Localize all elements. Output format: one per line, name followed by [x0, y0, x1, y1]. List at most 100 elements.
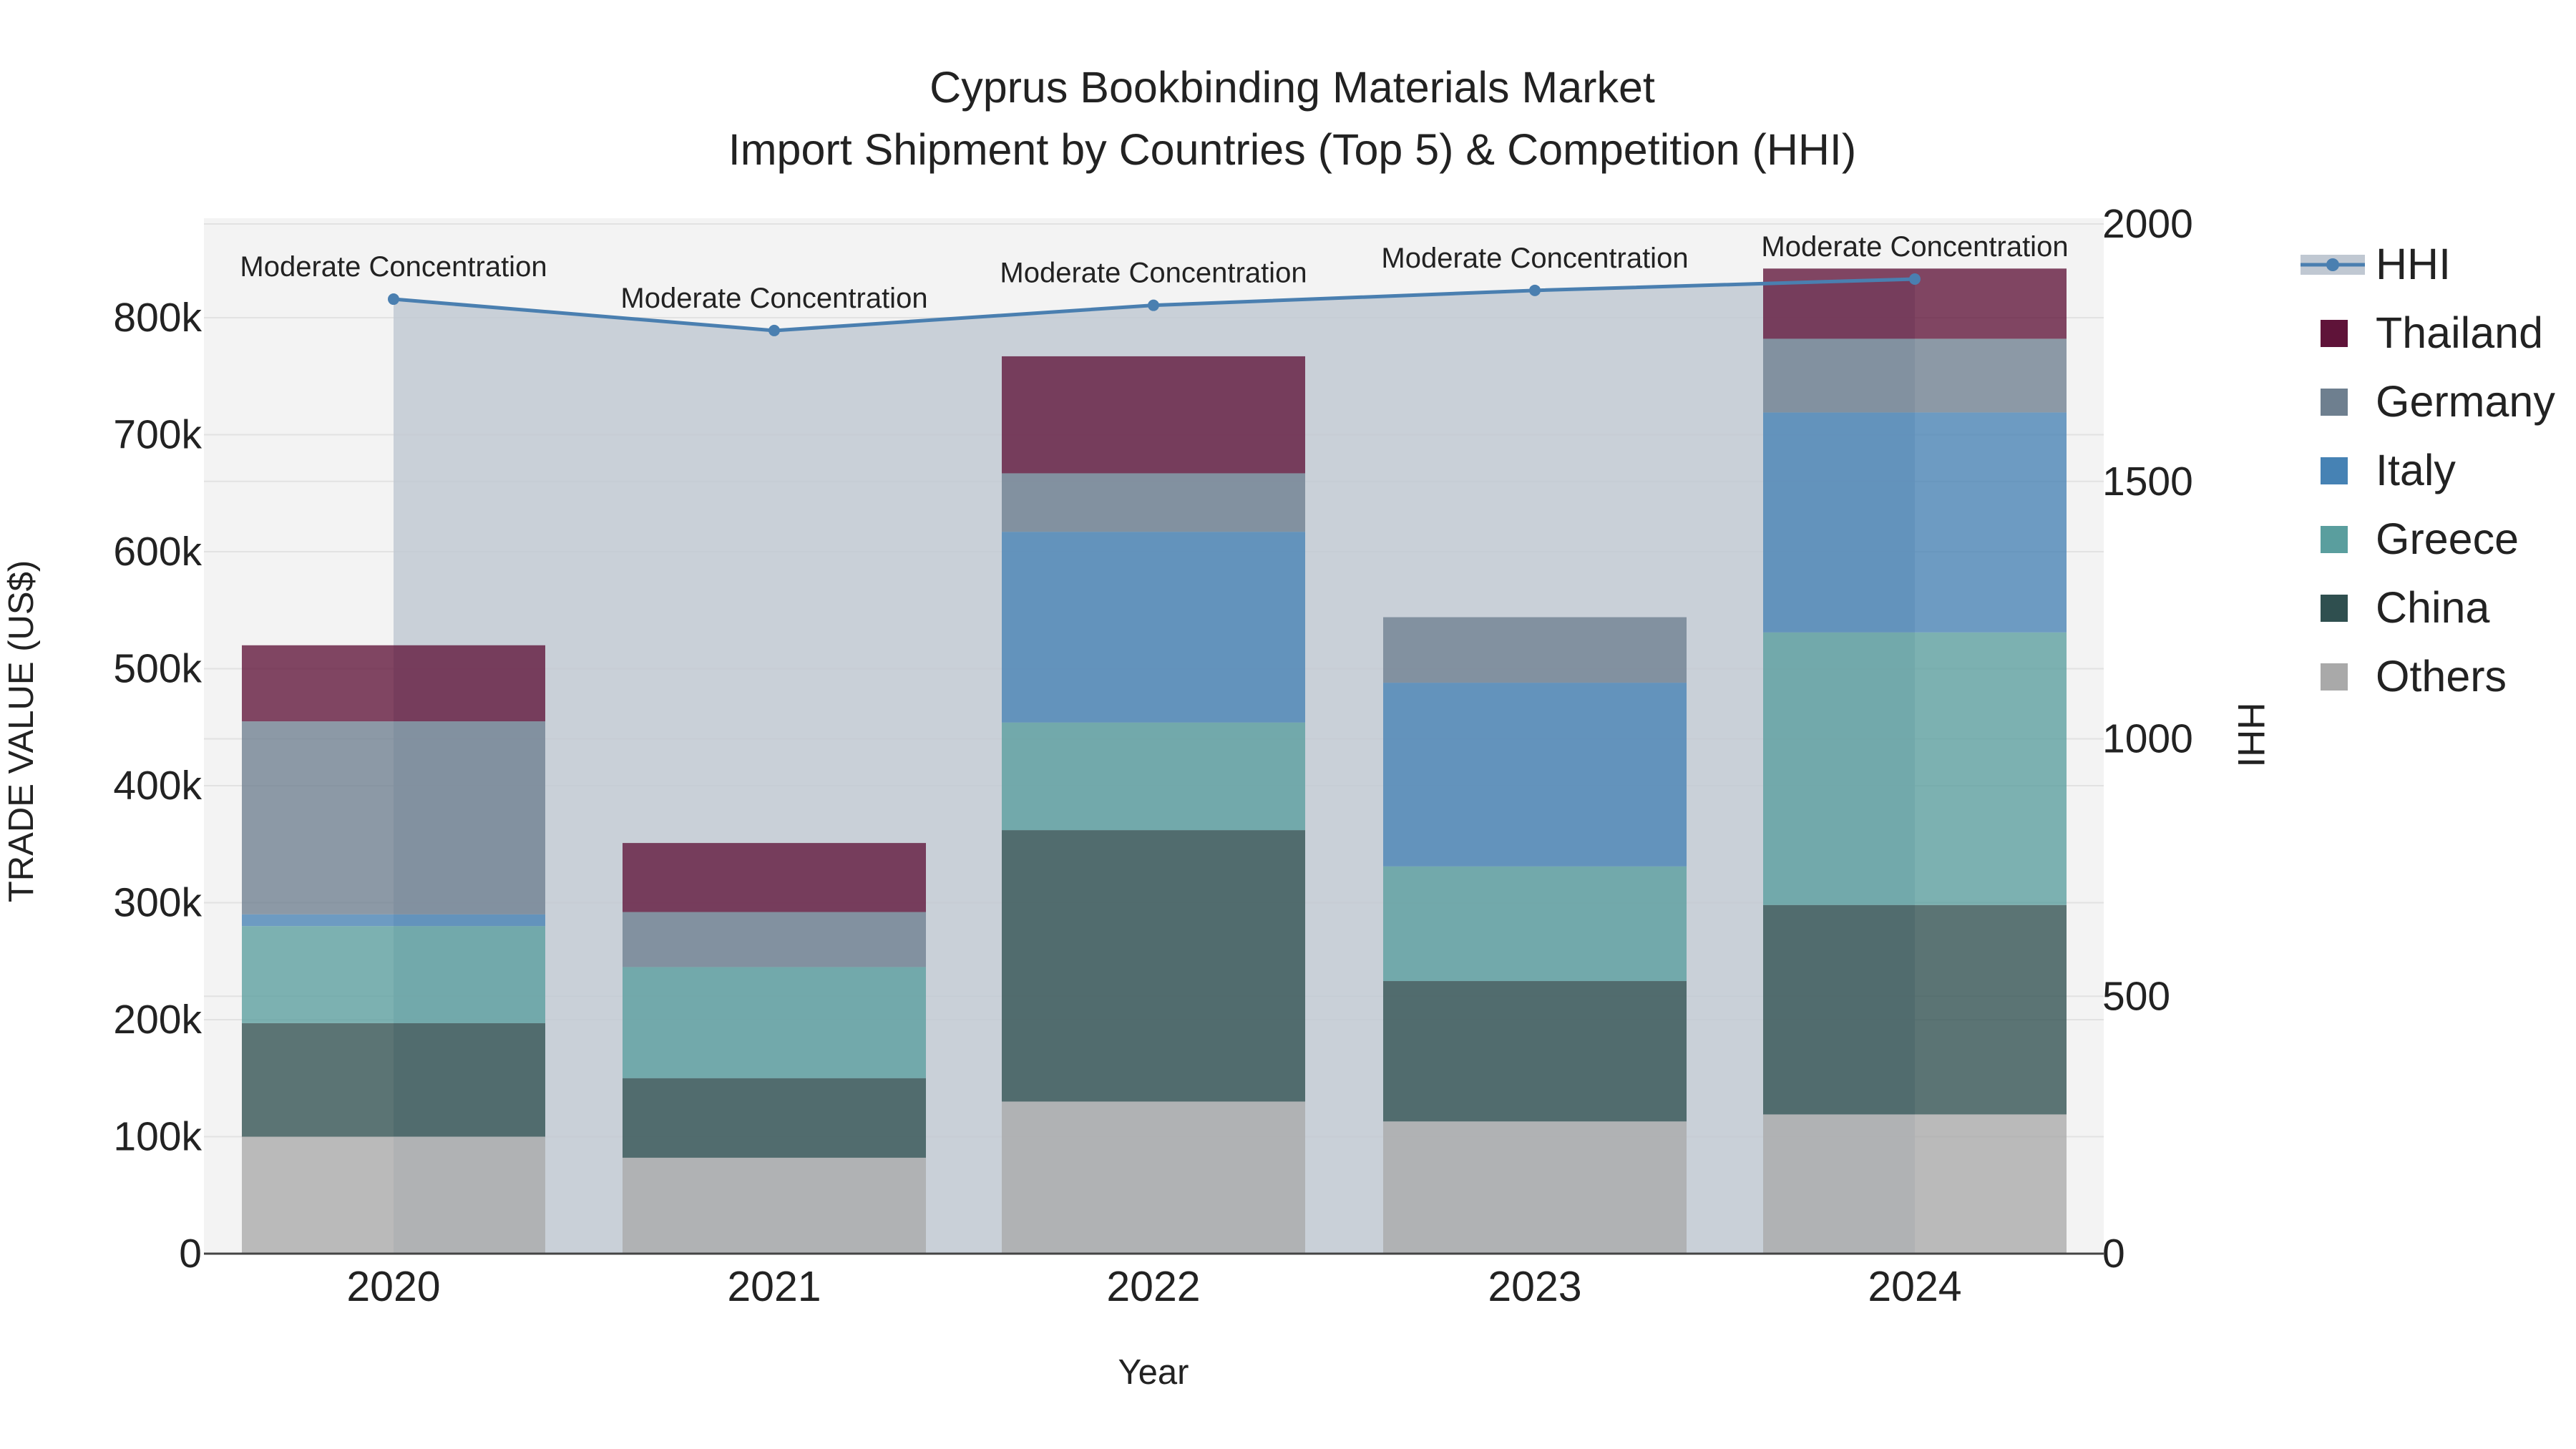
bar-greece-2024-left: [1763, 632, 1915, 905]
bar-italy-2024-right: [1915, 412, 2067, 633]
bar-germany-2021-right: [774, 912, 926, 967]
y2-tick-label: 1000: [2102, 716, 2193, 762]
bar-others-2020-right: [394, 1136, 545, 1254]
y2-tick-label: 500: [2102, 973, 2170, 1019]
bar-others-2021-right: [774, 1157, 926, 1254]
bar-germany-2022-right: [1153, 473, 1305, 532]
bar-others-2020-left: [242, 1136, 394, 1254]
bar-greece-2022-right: [1153, 722, 1305, 831]
y-tick-label: 700k: [113, 411, 202, 457]
legend-label-germany: Germany: [2376, 377, 2555, 426]
bar-italy-2024-left: [1763, 412, 1915, 633]
hhi-label-2024: Moderate Concentration: [1761, 231, 2068, 263]
hhi-label-2021: Moderate Concentration: [620, 283, 927, 314]
hhi-label-2020: Moderate Concentration: [240, 251, 547, 283]
bar-others-2024-right: [1915, 1114, 2067, 1254]
legend-label-greece: Greece: [2376, 514, 2519, 563]
bars: [242, 268, 2067, 1254]
bar-china-2022-left: [1002, 830, 1153, 1102]
y-tick-label: 200k: [113, 997, 202, 1043]
bar-germany-2023-left: [1383, 617, 1535, 683]
bar-greece-2022-left: [1002, 722, 1153, 831]
legend: HHI Thailand Germany Italy Greece China Others: [2301, 240, 2555, 701]
bar-thailand-2022-right: [1153, 356, 1305, 474]
y2-tick-label: 1500: [2102, 459, 2193, 504]
y-tick-label: 400k: [113, 763, 202, 809]
hhi-marker-2023: [1529, 284, 1541, 296]
x-tick-label: 2022: [1106, 1263, 1200, 1310]
y-tick-label: 300k: [113, 879, 202, 925]
legend-label-others: Others: [2376, 652, 2507, 701]
bar-thailand-2024-right: [1915, 268, 2067, 339]
y-tick-label: 0: [179, 1231, 202, 1277]
y-tick-label: 500k: [113, 645, 202, 691]
x-tick-label: 2023: [1488, 1263, 1581, 1310]
y-axis-title: TRADE VALUE (US$): [2, 560, 41, 902]
legend-hhi-swatch-marker: [2326, 258, 2339, 271]
bar-others-2023-right: [1535, 1121, 1687, 1254]
hhi-label-2022: Moderate Concentration: [1000, 258, 1307, 289]
bar-others-2023-left: [1383, 1121, 1535, 1254]
bar-thailand-2021-right: [774, 843, 926, 912]
bar-others-2021-left: [623, 1157, 774, 1254]
chart-title-line1: Cyprus Bookbinding Materials Market: [930, 63, 1655, 112]
legend-label-hhi: HHI: [2376, 240, 2451, 288]
hhi-label-2023: Moderate Concentration: [1381, 243, 1688, 274]
bar-greece-2020-left: [242, 926, 394, 1023]
hhi-marker-2020: [388, 293, 399, 306]
legend-swatch-thailand: [2321, 320, 2348, 347]
x-tick-label: 2021: [727, 1263, 821, 1310]
y2-tick-label: 2000: [2102, 201, 2193, 247]
bar-germany-2024-right: [1915, 338, 2067, 413]
bar-china-2024-right: [1915, 904, 2067, 1115]
y2-axis-title: HHI: [2230, 702, 2272, 767]
axes: 0 100k 200k 300k 400k 500k 600k 700k 800k 0 500 100…: [113, 201, 2192, 1310]
x-axis-title: Year: [1118, 1353, 1189, 1392]
bar-others-2022-left: [1002, 1101, 1153, 1254]
y-tick-label: 800k: [113, 295, 202, 341]
bar-germany-2021-left: [623, 912, 774, 967]
bar-italy-2023-left: [1383, 683, 1535, 867]
bar-italy-2022-right: [1153, 532, 1305, 723]
bar-germany-2024-left: [1763, 338, 1915, 413]
x-tick-label: 2024: [1868, 1263, 1961, 1310]
bar-china-2021-right: [774, 1078, 926, 1158]
legend-swatch-italy: [2321, 457, 2348, 484]
legend-swatch-china: [2321, 595, 2348, 622]
hhi-marker-2021: [769, 324, 780, 336]
y-tick-label: 100k: [113, 1113, 202, 1159]
legend-label-thailand: Thailand: [2376, 308, 2543, 357]
hhi-marker-2024: [1909, 273, 1921, 285]
bar-greece-2021-right: [774, 967, 926, 1078]
bar-italy-2020-right: [394, 914, 545, 927]
bar-china-2022-right: [1153, 830, 1305, 1102]
legend-swatch-greece: [2321, 526, 2348, 553]
legend-swatch-germany: [2321, 389, 2348, 416]
bar-china-2024-left: [1763, 904, 1915, 1115]
bar-italy-2020-left: [242, 914, 394, 927]
bar-thailand-2021-left: [623, 843, 774, 912]
bar-germany-2020-left: [242, 721, 394, 914]
bar-others-2024-left: [1763, 1114, 1915, 1254]
bar-greece-2024-right: [1915, 632, 2067, 905]
bar-greece-2023-right: [1535, 866, 1687, 982]
bar-greece-2021-left: [623, 967, 774, 1078]
bar-others-2022-right: [1153, 1101, 1305, 1254]
y2-tick-label: 0: [2102, 1231, 2125, 1277]
x-tick-label: 2020: [346, 1263, 440, 1310]
bar-thailand-2020-right: [394, 645, 545, 722]
bar-china-2023-left: [1383, 981, 1535, 1122]
y-tick-label: 600k: [113, 529, 202, 575]
chart-title-line2: Import Shipment by Countries (Top 5) & C…: [728, 125, 1856, 174]
bar-italy-2022-left: [1002, 532, 1153, 723]
hhi-marker-2022: [1148, 299, 1159, 311]
legend-swatch-others: [2321, 663, 2348, 691]
bar-thailand-2020-left: [242, 645, 394, 722]
bar-china-2023-right: [1535, 981, 1687, 1122]
bar-thailand-2022-left: [1002, 356, 1153, 474]
hhi-line: Moderate Concentration Moderate Concentra…: [240, 231, 2069, 336]
bar-greece-2023-left: [1383, 866, 1535, 982]
bar-germany-2022-left: [1002, 473, 1153, 532]
bar-italy-2023-right: [1535, 683, 1687, 867]
